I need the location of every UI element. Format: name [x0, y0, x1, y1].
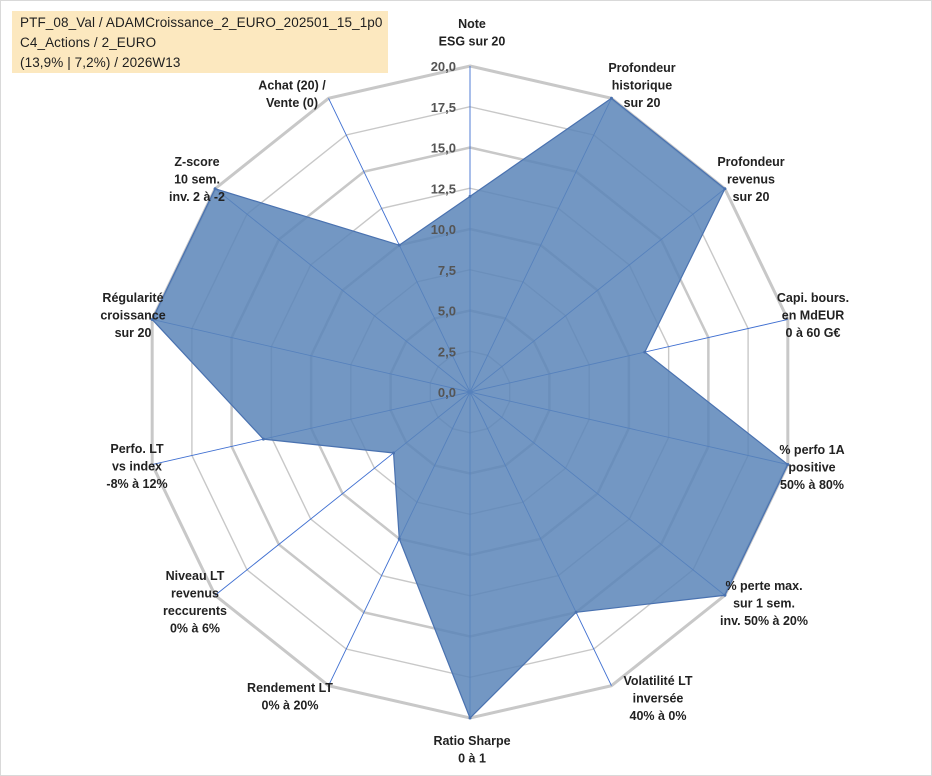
axis-label: Z-score 10 sem. inv. 2 à -2	[169, 155, 225, 204]
portfolio-category: C4_Actions / 2_EURO	[20, 35, 157, 50]
axis-label-line: vs index	[112, 460, 162, 474]
axis-label-line: sur 20	[733, 190, 770, 204]
axis-label-line: reccurents	[163, 604, 227, 618]
data-point	[397, 537, 401, 541]
axis-label-line: revenus	[727, 173, 775, 187]
axis-label-line: Ratio Sharpe	[433, 734, 510, 748]
axis-label-line: Capi. bours.	[777, 291, 849, 305]
axis-label-line: croissance	[100, 309, 165, 323]
axis-label: % perfo 1A positive 50% à 80%	[779, 443, 844, 492]
axis-label-line: 0% à 20%	[262, 699, 319, 713]
tick-label: 12,5	[431, 181, 456, 196]
axis-label-line: positive	[788, 461, 835, 475]
tick-label: 7,5	[438, 263, 456, 278]
axis-label-line: Vente (0)	[266, 96, 318, 110]
data-point	[397, 243, 401, 247]
data-point	[643, 350, 647, 354]
tick-label: 17,5	[431, 100, 456, 115]
axis-label-line: inv. 50% à 20%	[720, 614, 808, 628]
tick-label: 2,5	[438, 344, 456, 359]
axis-label: Profondeur historique sur 20	[608, 61, 675, 110]
axis-label-line: sur 20	[624, 96, 661, 110]
axis-label-line: inv. 2 à -2	[169, 190, 225, 204]
portfolio-stats: (13,9% | 7,2%) / 2026W13	[20, 55, 181, 70]
axis-label-line: Profondeur	[717, 155, 784, 169]
axis-label-line: Profondeur	[608, 61, 675, 75]
axis-label-line: -8% à 12%	[106, 477, 167, 491]
axis-label: % perte max. sur 1 sem. inv. 50% à 20%	[720, 579, 808, 628]
axis-label-line: Volatilité LT	[624, 674, 693, 688]
axis-label-line: en MdEUR	[782, 309, 845, 323]
axis-label-line: Note	[458, 17, 486, 31]
data-point	[723, 593, 727, 597]
axis-label-line: Niveau LT	[166, 569, 225, 583]
tick-label: 15,0	[431, 141, 456, 156]
axis-label-line: Rendement LT	[247, 681, 333, 695]
data-point	[574, 610, 578, 614]
axis-label-line: 0 à 60 G€	[786, 326, 841, 340]
axis-label-line: revenus	[171, 587, 219, 601]
axis-label-line: sur 1 sem.	[733, 597, 795, 611]
data-point	[468, 194, 472, 198]
axis-label-line: % perfo 1A	[779, 443, 844, 457]
axis-label-line: inversée	[633, 692, 684, 706]
data-point	[786, 463, 790, 467]
portfolio-name: PTF_08_Val / ADAMCroissance_2_EURO_20250…	[20, 15, 383, 30]
axis-label: Rendement LT 0% à 20%	[247, 681, 333, 713]
tick-label: 10,0	[431, 222, 456, 237]
axis-label-line: Achat (20) /	[258, 79, 326, 93]
axis-label: Volatilité LT inversée 40% à 0%	[624, 674, 693, 723]
axis-label: Note ESG sur 20	[439, 17, 506, 49]
axis-label-line: 0 à 1	[458, 752, 486, 766]
axis-label: Niveau LT revenus reccurents 0% à 6%	[163, 569, 227, 636]
data-point	[609, 96, 613, 100]
axis-label: Régularité croissance sur 20	[100, 291, 165, 340]
data-point	[213, 187, 217, 191]
tick-label: 20,0	[431, 59, 456, 74]
axis-label-line: sur 20	[115, 326, 152, 340]
data-point	[723, 187, 727, 191]
axis-label-line: 50% à 80%	[780, 478, 844, 492]
data-point	[261, 437, 265, 441]
axis-label: Capi. bours. en MdEUR 0 à 60 G€	[777, 291, 849, 340]
axis-label-line: Régularité	[102, 291, 163, 305]
axis-label: Ratio Sharpe 0 à 1	[433, 734, 510, 766]
axis-label-line: 40% à 0%	[630, 709, 687, 723]
axis-label-line: historique	[612, 79, 672, 93]
tick-label: 5,0	[438, 304, 456, 319]
tick-label: 0,0	[438, 385, 456, 400]
axis-label-line: 10 sem.	[174, 173, 220, 187]
data-point	[468, 716, 472, 720]
axis-label-line: 0% à 6%	[170, 622, 220, 636]
axis-label: Profondeur revenus sur 20	[717, 155, 784, 204]
axis-label: Perfo. LT vs index -8% à 12%	[106, 442, 167, 491]
axis-label-line: Z-score	[174, 155, 219, 169]
data-point	[150, 317, 154, 321]
data-point	[392, 451, 396, 455]
portfolio-info-box: PTF_08_Val / ADAMCroissance_2_EURO_20250…	[12, 11, 388, 73]
axis-label-line: % perte max.	[725, 579, 802, 593]
axis-label-line: ESG sur 20	[439, 35, 506, 49]
axis-label-line: Perfo. LT	[110, 442, 164, 456]
